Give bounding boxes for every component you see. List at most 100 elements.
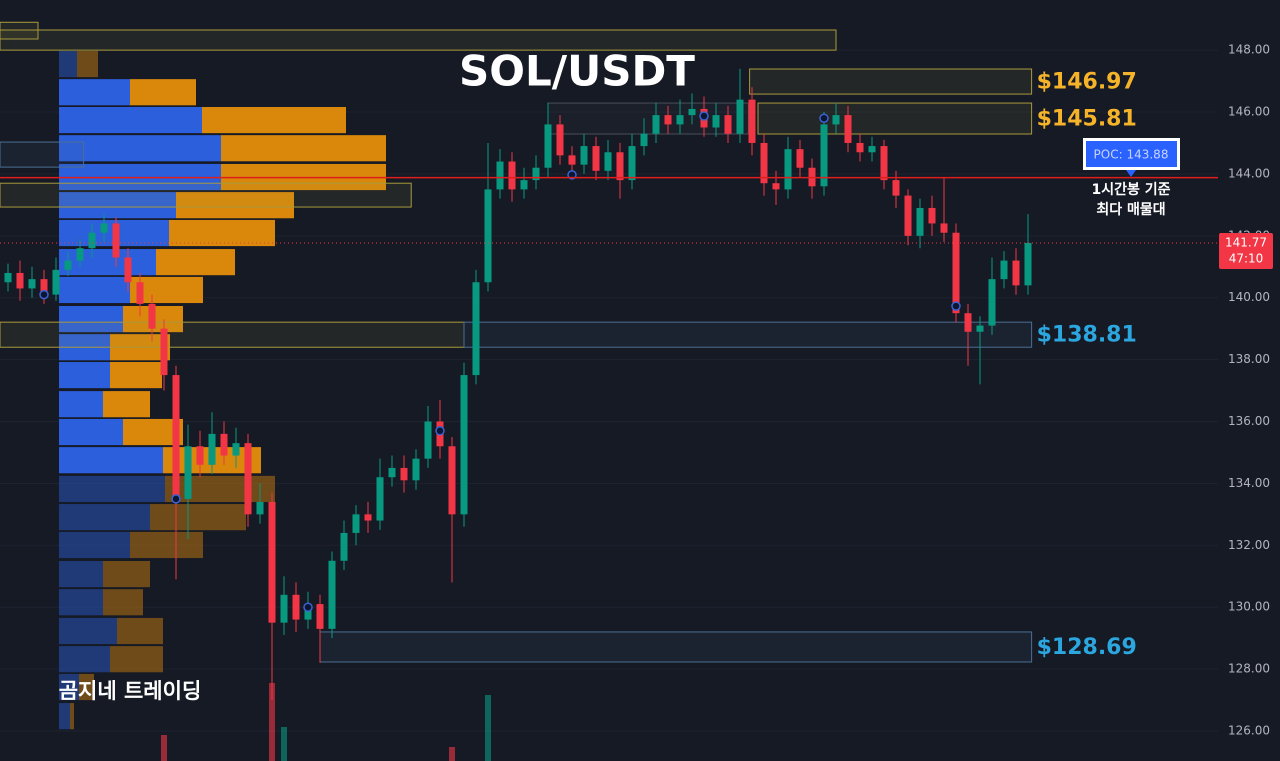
y-tick-label: 146.00 (1228, 105, 1270, 119)
zone-label: $128.69 (1037, 635, 1137, 660)
zone (0, 29, 837, 51)
candle-body (784, 149, 792, 190)
profile-buy (59, 276, 130, 304)
candle-body (748, 99, 756, 143)
y-tick-label: 132.00 (1228, 538, 1270, 552)
candle-body (376, 477, 384, 521)
y-tick-label: 130.00 (1228, 600, 1270, 614)
overlays: $146.97 $145.81 $138.81 $128.69 POC: 143.88 1… (0, 70, 1218, 660)
y-tick-label: 138.00 (1228, 352, 1270, 366)
candle-body (16, 272, 24, 289)
poc-pointer (1126, 170, 1136, 177)
price-axis (1218, 0, 1280, 761)
candle-body (1012, 260, 1020, 286)
candle-body (160, 328, 168, 376)
profile-sell (70, 703, 74, 730)
candle-body (1000, 260, 1008, 280)
zone (0, 182, 412, 208)
volume-bar (269, 683, 275, 761)
profile-buy (59, 192, 176, 219)
candle-body (184, 446, 192, 499)
chart-title: SOL/USDT (459, 47, 695, 96)
zone (757, 102, 1033, 135)
candle-body (340, 532, 348, 561)
profile-buy (59, 617, 117, 645)
poc-label: POC: 143.88 (1094, 148, 1169, 162)
session-poc (39, 289, 49, 300)
candle-body (796, 149, 804, 168)
candle-body (448, 446, 456, 515)
candle-body (196, 446, 204, 465)
candle-body (592, 146, 600, 171)
profile-buy (59, 703, 70, 730)
session-poc (699, 111, 709, 121)
y-tick-label: 148.00 (1228, 43, 1270, 57)
candle-body (616, 152, 624, 181)
y-tick-label: 140.00 (1228, 290, 1270, 304)
candle-body (724, 115, 732, 134)
candles (4, 68, 1032, 701)
candle-body (244, 443, 252, 515)
profile-buy (59, 106, 202, 134)
profile-sell (77, 50, 98, 78)
candle-body (688, 108, 696, 116)
profile-buy (59, 531, 130, 559)
candle-body (424, 421, 432, 459)
profile-sell (156, 249, 235, 276)
candle-body (460, 375, 468, 515)
candle-body (928, 207, 936, 224)
candle-body (100, 223, 108, 233)
profile-buy (59, 504, 150, 531)
candle-body (604, 152, 612, 171)
profile-buy (59, 646, 110, 673)
poc-box (1086, 141, 1177, 167)
candle-body (556, 124, 564, 156)
candle-body (532, 167, 540, 181)
profile-buy (59, 560, 103, 588)
candle-body (736, 99, 744, 134)
profile-buy (59, 135, 221, 162)
session-poc (303, 602, 313, 612)
zone (0, 141, 85, 168)
candle-body (940, 223, 948, 233)
zone (0, 21, 39, 40)
profile-sell (165, 475, 275, 503)
profile-sell (110, 362, 162, 389)
zone (319, 631, 1033, 663)
candle-body (544, 124, 552, 168)
countdown: 47:10 (1229, 251, 1264, 265)
candle-body (892, 180, 900, 196)
candle-body (64, 260, 72, 270)
candle-body (328, 560, 336, 629)
session-poc (567, 170, 577, 180)
candle-body (712, 115, 720, 128)
session-poc (819, 113, 829, 123)
volume-bar (281, 727, 287, 761)
profile-sell (130, 79, 196, 106)
candle-body (772, 183, 780, 190)
profile-sell (110, 646, 163, 673)
profile-sell (103, 560, 150, 588)
candle-body (136, 282, 144, 304)
candle-body (88, 232, 96, 249)
profile-sell (221, 135, 386, 162)
profile-sell (103, 391, 150, 418)
profile-sell (79, 673, 94, 701)
profile-sell (202, 106, 346, 134)
profile-buy (59, 79, 130, 106)
candle-body (364, 514, 372, 521)
y-tick-label: 136.00 (1228, 414, 1270, 428)
profile-buy (59, 305, 123, 333)
watermark: 곰지네 트레이딩 (59, 679, 202, 703)
candle-body (844, 115, 852, 143)
candle-body (496, 161, 504, 190)
candle-body (28, 279, 36, 289)
zone (0, 321, 465, 348)
profile-buy (59, 418, 123, 446)
candle-body (520, 180, 528, 190)
candle-body (52, 269, 60, 295)
candle-body (652, 115, 660, 134)
price-axis-labels: 126.00 128.00 130.00 132.00 134.00 136.00 138.… (1219, 43, 1273, 737)
profile-buy (59, 589, 103, 616)
candle-body (820, 124, 828, 187)
